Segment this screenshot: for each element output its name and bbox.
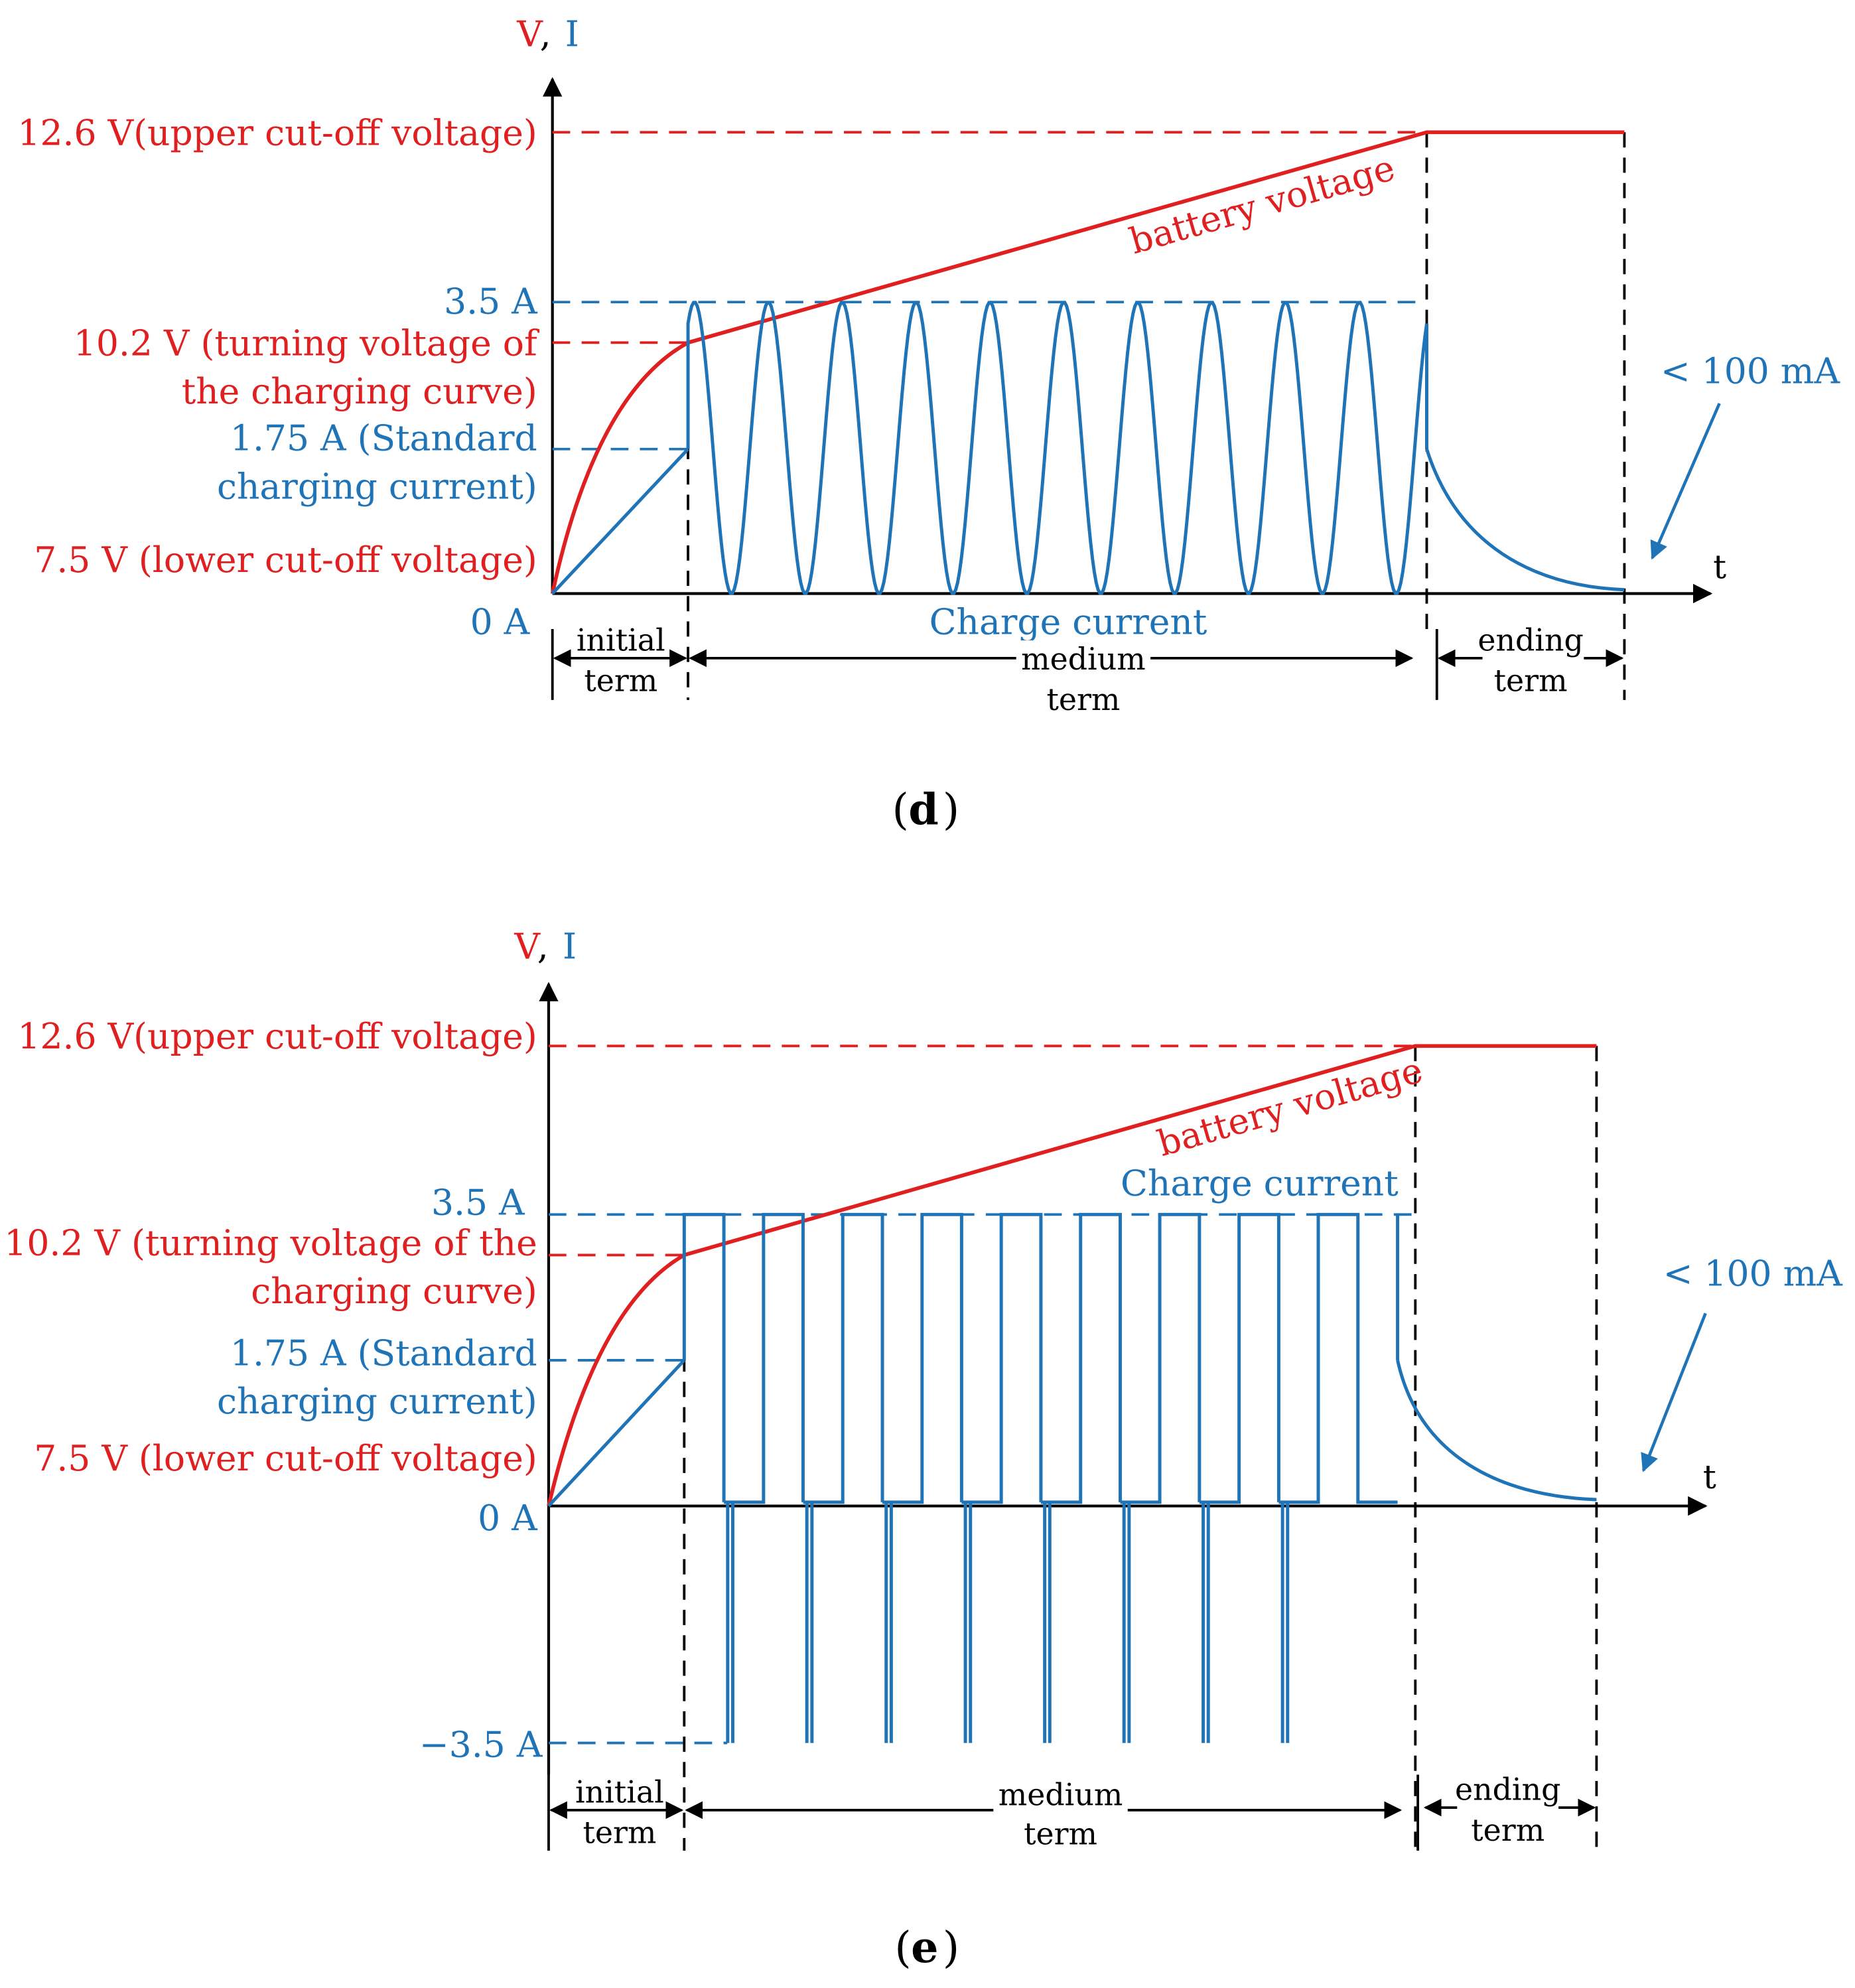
y-axis-label-v: V [516,13,543,54]
y-axis-label-i: I [565,13,579,54]
ending-term-label-2: term [1494,663,1568,699]
x-axis-label-t: t [1713,548,1726,587]
ending-term-label-2: term [1471,1812,1545,1848]
caption-e-open: ( [894,1923,911,1973]
medium-term-label-bg [1016,640,1151,674]
current-max-label: 3.5 A [431,1181,525,1223]
end-current-label: < 100 mA [1661,350,1841,391]
standard-current-label-1: 1.75 A (Standard [230,417,537,459]
lower-voltage-label: 7.5 V (lower cut-off voltage) [34,539,537,581]
caption-d-close: ) [943,785,959,835]
standard-current-label-2: charging current) [217,1380,537,1422]
standard-current-label-2: charging current) [217,465,537,507]
initial-current-ramp [551,448,689,595]
medium-term-label-2: term [1046,681,1120,717]
caption-d-open: ( [892,785,909,835]
y-axis-label-v: V [514,926,541,967]
charge-current-label: Charge current [929,601,1207,643]
y-axis-label-sep: , [540,13,551,54]
initial-current-ramp [547,1359,686,1508]
charge-current-label: Charge current [1121,1163,1399,1204]
battery-voltage-label: battery voltage [1153,1049,1428,1165]
ending-term-label-bg [1457,1777,1559,1810]
y-axis-label-sep: , [537,926,549,967]
end-current-label: < 100 mA [1663,1252,1844,1294]
ending-term-label-1: ending [1455,1772,1560,1808]
battery-voltage-label: battery voltage [1125,147,1400,262]
standard-current-label-1: 1.75 A (Standard [230,1332,537,1374]
initial-term-label-1: initial [575,1774,664,1810]
charge-current-sine-wave [686,301,1428,595]
panel-e: V , I t 12.6 V(upper cut-off voltage) 3.… [4,926,1843,1973]
turning-voltage-label-1: 10.2 V (turning voltage of the [4,1222,537,1263]
initial-term-label-1: initial [577,622,665,658]
initial-term-label-2: term [583,1815,656,1851]
y-axis-label-i: I [563,926,577,967]
ending-term-label-1: ending [1477,622,1583,658]
turning-voltage-label-2: the charging curve) [182,370,537,412]
medium-term-label-1: medium [998,1776,1123,1812]
panel-d: V , I t 12.6 V(upper cut-off voltage) 3.… [17,13,1840,835]
current-min-label: −3.5 A [419,1724,543,1766]
ending-current-decay [1396,1360,1597,1502]
initial-term-label-2: term [584,663,657,699]
battery-voltage-curve [547,1044,1597,1507]
battery-voltage-curve [550,130,1625,595]
medium-term-label-2: term [1024,1816,1097,1852]
upper-voltage-label: 12.6 V(upper cut-off voltage) [17,1015,537,1057]
lower-voltage-label: 7.5 V (lower cut-off voltage) [34,1437,537,1479]
end-current-arrow [1641,1313,1707,1472]
zero-current-label: 0 A [478,1497,538,1539]
zero-current-label: 0 A [470,601,531,643]
current-max-label: 3.5 A [444,280,538,322]
upper-voltage-label: 12.6 V(upper cut-off voltage) [17,111,537,153]
ending-term-label-bg [1482,628,1584,662]
end-current-arrow [1650,403,1721,560]
medium-term-label-bg [993,1777,1128,1815]
ending-current-decay [1425,449,1625,592]
medium-term-label-1: medium [1021,641,1146,677]
turning-voltage-label-1: 10.2 V (turning voltage of [74,322,539,364]
caption-e-letter: e [911,1922,938,1973]
caption-d-letter: d [908,784,938,835]
caption-e-close: ) [943,1923,959,1973]
x-axis-label-t: t [1703,1458,1716,1496]
charge-current-square-wave [682,1212,1400,1743]
turning-voltage-label-2: charging curve) [251,1270,537,1312]
